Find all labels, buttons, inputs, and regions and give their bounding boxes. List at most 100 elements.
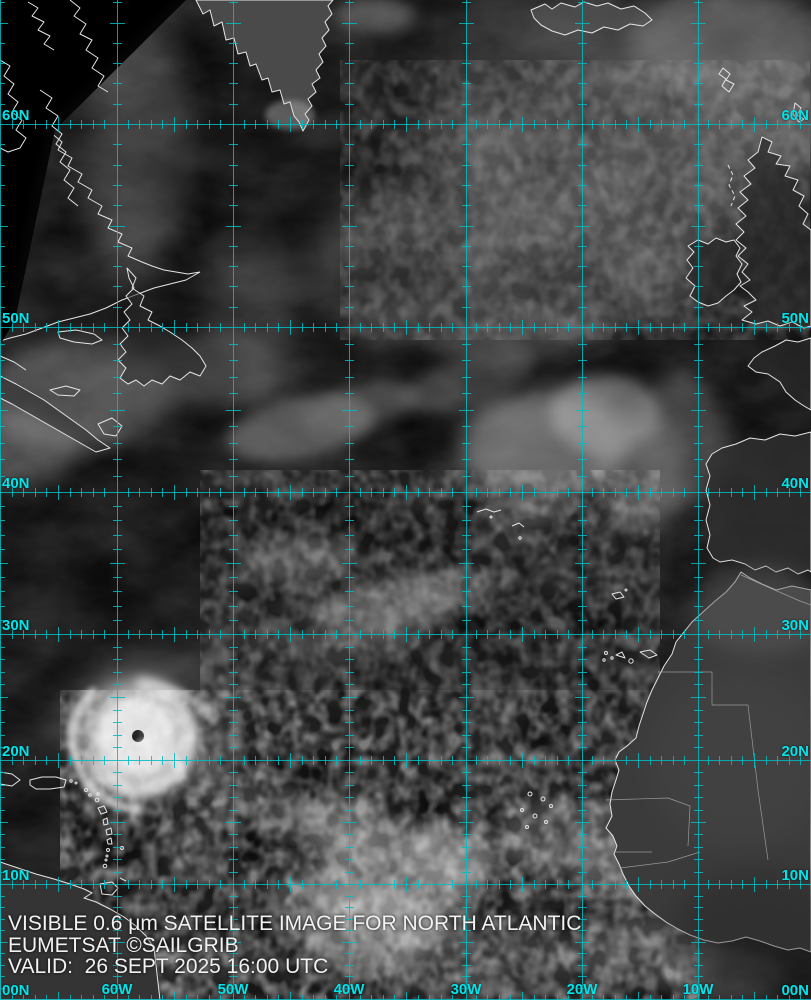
grid-tick <box>344 63 354 64</box>
grid-tick <box>255 879 256 889</box>
lat-line-50N <box>0 327 811 328</box>
grid-tick <box>545 487 546 497</box>
grid-tick <box>458 563 474 564</box>
grid-tick <box>461 549 471 550</box>
grid-tick <box>719 994 720 1000</box>
grid-tick <box>174 116 175 132</box>
grid-tick <box>58 319 59 335</box>
grid-tick <box>228 647 238 648</box>
grid-tick <box>452 119 453 129</box>
grid-tick <box>228 360 238 361</box>
grid-tick <box>638 319 639 335</box>
grid-tick <box>186 119 187 129</box>
grid-tick <box>461 377 471 378</box>
grid-tick <box>0 942 8 943</box>
grid-tick <box>394 994 395 1000</box>
grid-tick <box>0 476 5 477</box>
grid-tick <box>461 919 471 920</box>
grid-tick <box>174 319 175 335</box>
grid-tick <box>577 859 587 860</box>
grid-tick <box>684 994 685 1000</box>
grid-tick <box>174 626 175 642</box>
grid-tick <box>441 322 442 332</box>
grid-tick <box>109 226 125 227</box>
grid-tick <box>693 535 703 536</box>
grid-tick <box>458 23 474 24</box>
grid-tick <box>626 487 627 497</box>
grid-tick <box>228 896 238 897</box>
grid-tick <box>458 942 474 943</box>
grid-tick <box>267 322 268 332</box>
grid-tick <box>325 994 326 1000</box>
grid-tick <box>693 896 703 897</box>
lon-label-30W: 30W <box>450 981 482 998</box>
grid-tick <box>341 942 357 943</box>
grid-tick <box>394 119 395 129</box>
grid-tick <box>371 487 372 497</box>
grid-tick <box>383 755 384 765</box>
grid-tick <box>461 144 471 145</box>
grid-tick <box>344 43 354 44</box>
grid-tick <box>220 879 221 889</box>
grid-tick <box>371 322 372 332</box>
grid-tick <box>70 879 71 889</box>
grid-tick <box>545 119 546 129</box>
grid-tick <box>112 785 122 786</box>
grid-tick <box>46 119 47 129</box>
grid-tick <box>461 647 471 648</box>
grid-tick <box>228 747 238 748</box>
grid-tick <box>70 119 71 129</box>
grid-tick <box>461 344 471 345</box>
grid-tick <box>592 629 593 639</box>
grid-tick <box>228 165 238 166</box>
grid-tick <box>228 710 238 711</box>
grid-tick <box>461 797 471 798</box>
grid-tick <box>344 834 354 835</box>
grid-tick <box>0 2 5 3</box>
grid-tick <box>577 2 587 3</box>
grid-tick <box>344 83 354 84</box>
grid-tick <box>461 710 471 711</box>
grid-tick <box>197 755 198 765</box>
grid-tick <box>35 119 36 129</box>
grid-tick <box>650 879 651 889</box>
grid-tick <box>220 994 221 1000</box>
grid-tick <box>360 994 361 1000</box>
grid-tick <box>638 484 639 500</box>
grid-tick <box>461 307 471 308</box>
grid-tick <box>290 752 291 768</box>
cape-breton-coast <box>97 417 123 437</box>
grid-tick <box>112 459 122 460</box>
grid-tick <box>0 144 5 145</box>
grid-tick <box>344 144 354 145</box>
grid-tick <box>344 506 354 507</box>
grid-tick <box>162 879 163 889</box>
grid-tick <box>577 896 587 897</box>
grid-tick <box>278 629 279 639</box>
grid-tick <box>112 735 122 736</box>
grid-tick <box>418 994 419 1000</box>
grid-tick <box>690 942 706 943</box>
grid-tick <box>693 976 703 977</box>
grid-tick <box>162 322 163 332</box>
grid-tick <box>394 629 395 639</box>
grid-tick <box>344 859 354 860</box>
grid-tick <box>592 119 593 129</box>
grid-tick <box>23 994 24 1000</box>
grid-tick <box>577 797 587 798</box>
grid-tick <box>708 487 709 497</box>
grid-tick <box>313 879 314 889</box>
grid-tick <box>344 896 354 897</box>
grid-tick <box>461 591 471 592</box>
grid-tick <box>461 620 471 621</box>
grid-tick <box>406 319 407 335</box>
grid-tick <box>109 410 125 411</box>
grid-tick <box>12 487 13 497</box>
grid-tick <box>0 286 5 287</box>
grid-tick <box>228 266 238 267</box>
grid-tick <box>574 410 590 411</box>
grid-tick <box>104 629 105 639</box>
grid-tick <box>461 443 471 444</box>
grid-tick <box>225 822 241 823</box>
